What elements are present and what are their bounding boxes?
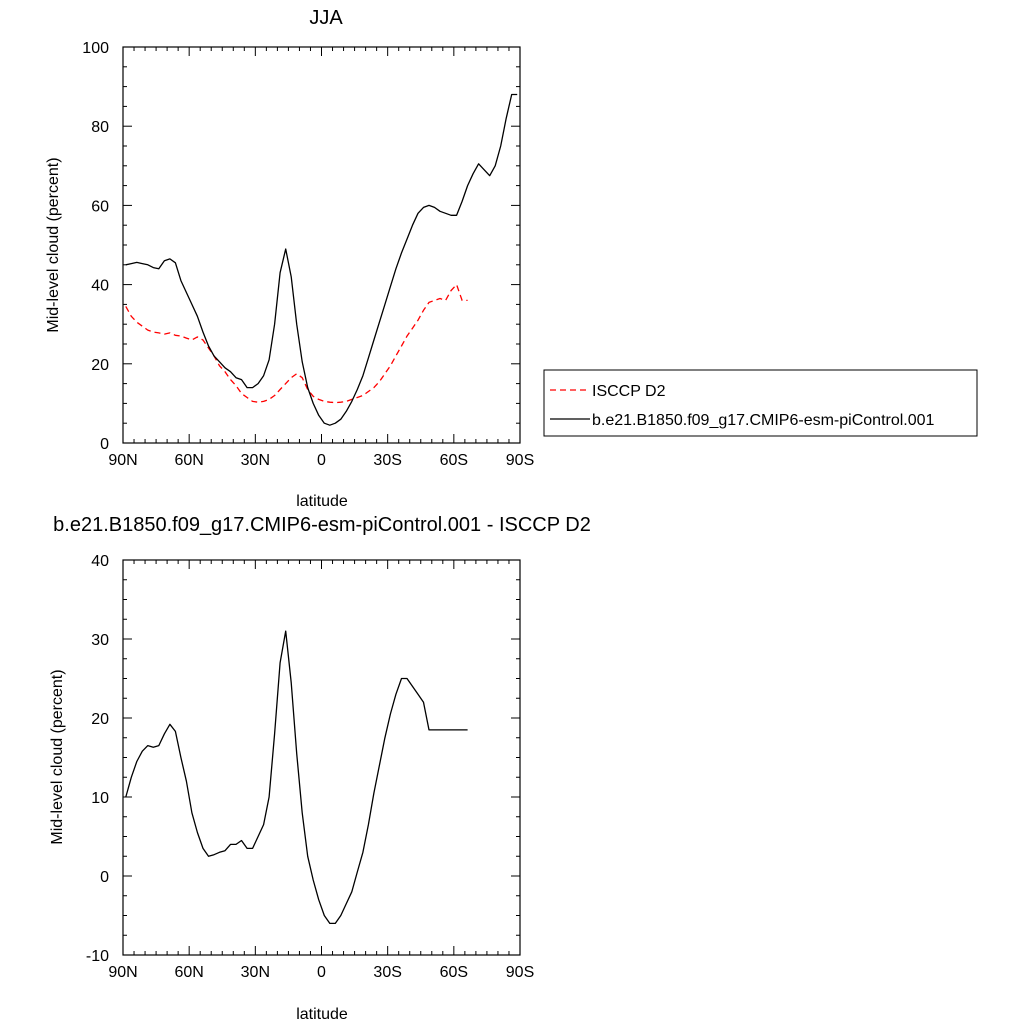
bottom-y-tick-label: 30 — [91, 632, 109, 649]
top-x-tick-label: 0 — [317, 452, 326, 469]
legend: ISCCP D2 b.e21.B1850.f09_g17.CMIP6-esm-p… — [543, 369, 978, 437]
bottom-x-tick-label: 0 — [317, 964, 326, 981]
bottom-series-line-model — [125, 630, 468, 925]
bottom-x-tick-label: 90S — [506, 964, 534, 981]
top-x-tick-label: 60N — [174, 452, 203, 469]
top-panel: JJA 90N 60N 30N 0 30S 60S 90S 0 20 40 60 80 100 lati… — [45, 7, 978, 510]
top-plot-area: 90N 60N 30N 0 30S 60S 90S 0 20 40 60 80 100 — [82, 40, 534, 469]
bottom-panel-title: b.e21.B1850.f09_g17.CMIP6-esm-piControl.… — [53, 514, 591, 536]
top-y-tick-label: 80 — [91, 119, 109, 136]
bottom-x-axis-label: latitude — [296, 1006, 348, 1023]
legend-label-isccp: ISCCP D2 — [592, 383, 666, 400]
top-y-tick-label: 60 — [91, 198, 109, 215]
bottom-x-tick-label: 60N — [174, 964, 203, 981]
legend-box — [543, 369, 978, 437]
top-x-tick-label: 90S — [506, 452, 534, 469]
bottom-x-tick-label: 30S — [373, 964, 401, 981]
top-x-tick-label: 90N — [108, 452, 137, 469]
top-x-tick-label: 30S — [373, 452, 401, 469]
bottom-y-tick-label: 10 — [91, 790, 109, 807]
top-series-line-model — [125, 93, 518, 426]
bottom-plot-area: 90N 60N 30N 0 30S 60S 90S -10 0 10 20 30 40 — [86, 553, 534, 981]
bottom-x-tick-label: 90N — [108, 964, 137, 981]
top-y-tick-label: 0 — [100, 436, 109, 453]
top-y-axis-label: Mid-level cloud (percent) — [45, 157, 62, 332]
top-y-tick-label: 20 — [91, 357, 109, 374]
bottom-y-axis-label: Mid-level cloud (percent) — [49, 669, 66, 844]
legend-label-model: b.e21.B1850.f09_g17.CMIP6-esm-piControl.… — [592, 412, 935, 429]
top-x-tick-label: 60S — [440, 452, 468, 469]
bottom-y-tick-label: 20 — [91, 711, 109, 728]
bottom-x-tick-label: 30N — [241, 964, 270, 981]
bottom-y-tick-label: 0 — [100, 869, 109, 886]
bottom-panel: b.e21.B1850.f09_g17.CMIP6-esm-piControl.… — [49, 514, 591, 1023]
top-x-tick-label: 30N — [241, 452, 270, 469]
bottom-y-tick-label: 40 — [91, 553, 109, 570]
top-y-tick-label: 100 — [82, 40, 109, 57]
top-x-axis-label: latitude — [296, 493, 348, 510]
bottom-y-tick-label: -10 — [86, 948, 109, 965]
top-panel-title: JJA — [309, 7, 343, 29]
bottom-x-tick-label: 60S — [440, 964, 468, 981]
top-y-tick-label: 40 — [91, 278, 109, 295]
